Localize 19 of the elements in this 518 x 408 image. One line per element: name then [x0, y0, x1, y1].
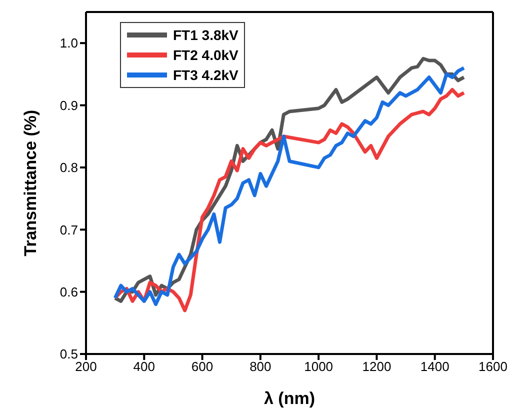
y-tick-label: 0.6 [60, 284, 78, 300]
legend-label: FT3 4.2kV [173, 67, 238, 83]
x-tick-label: 1400 [420, 359, 450, 374]
y-tick-label: 0.7 [60, 222, 78, 238]
y-tick-label: 0.5 [60, 346, 78, 362]
x-tick-label: 1200 [362, 359, 392, 374]
x-tick-label: 1600 [478, 359, 508, 374]
y-tick-label: 1.0 [60, 36, 78, 51]
x-tick-label: 800 [250, 359, 272, 374]
x-tick-label: 200 [75, 359, 97, 374]
x-tick-label: 1000 [304, 359, 334, 374]
y-axis-title: Transmittance (%) [21, 110, 40, 256]
x-tick-label: 600 [191, 359, 214, 374]
y-tick-label: 0.9 [60, 98, 78, 113]
legend-label: FT1 3.8kV [173, 27, 238, 43]
legend-label: FT2 4.0kV [173, 47, 238, 63]
x-tick-label: 400 [133, 359, 155, 374]
x-axis-title: λ (nm) [264, 389, 315, 408]
y-tick-label: 0.8 [60, 160, 78, 176]
